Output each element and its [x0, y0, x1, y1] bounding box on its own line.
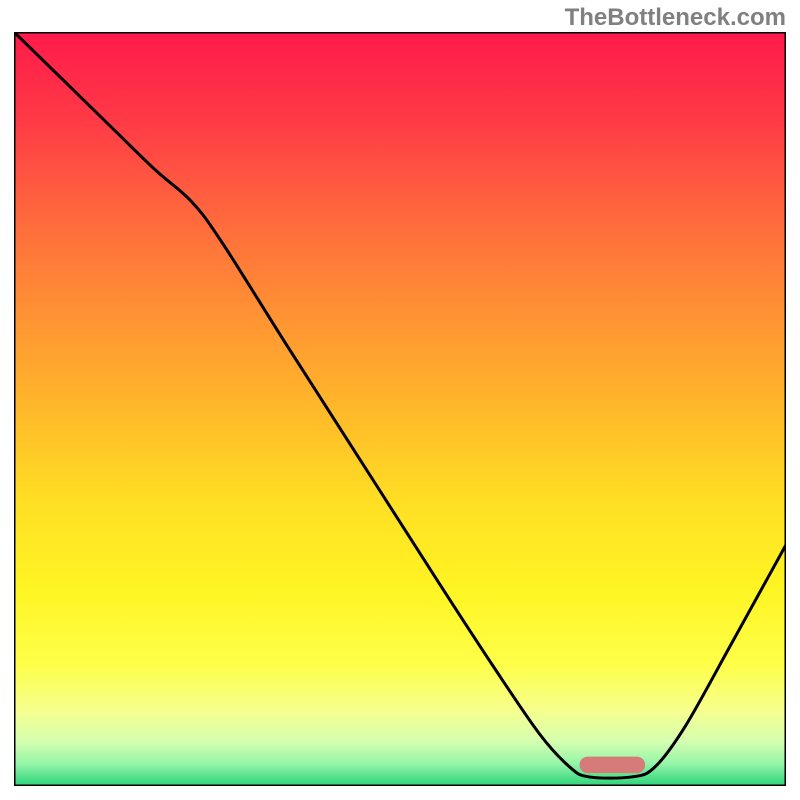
bottleneck-chart [14, 32, 786, 786]
chart-svg [14, 32, 786, 786]
optimal-range-marker [579, 757, 645, 774]
watermark-text: TheBottleneck.com [565, 4, 786, 32]
